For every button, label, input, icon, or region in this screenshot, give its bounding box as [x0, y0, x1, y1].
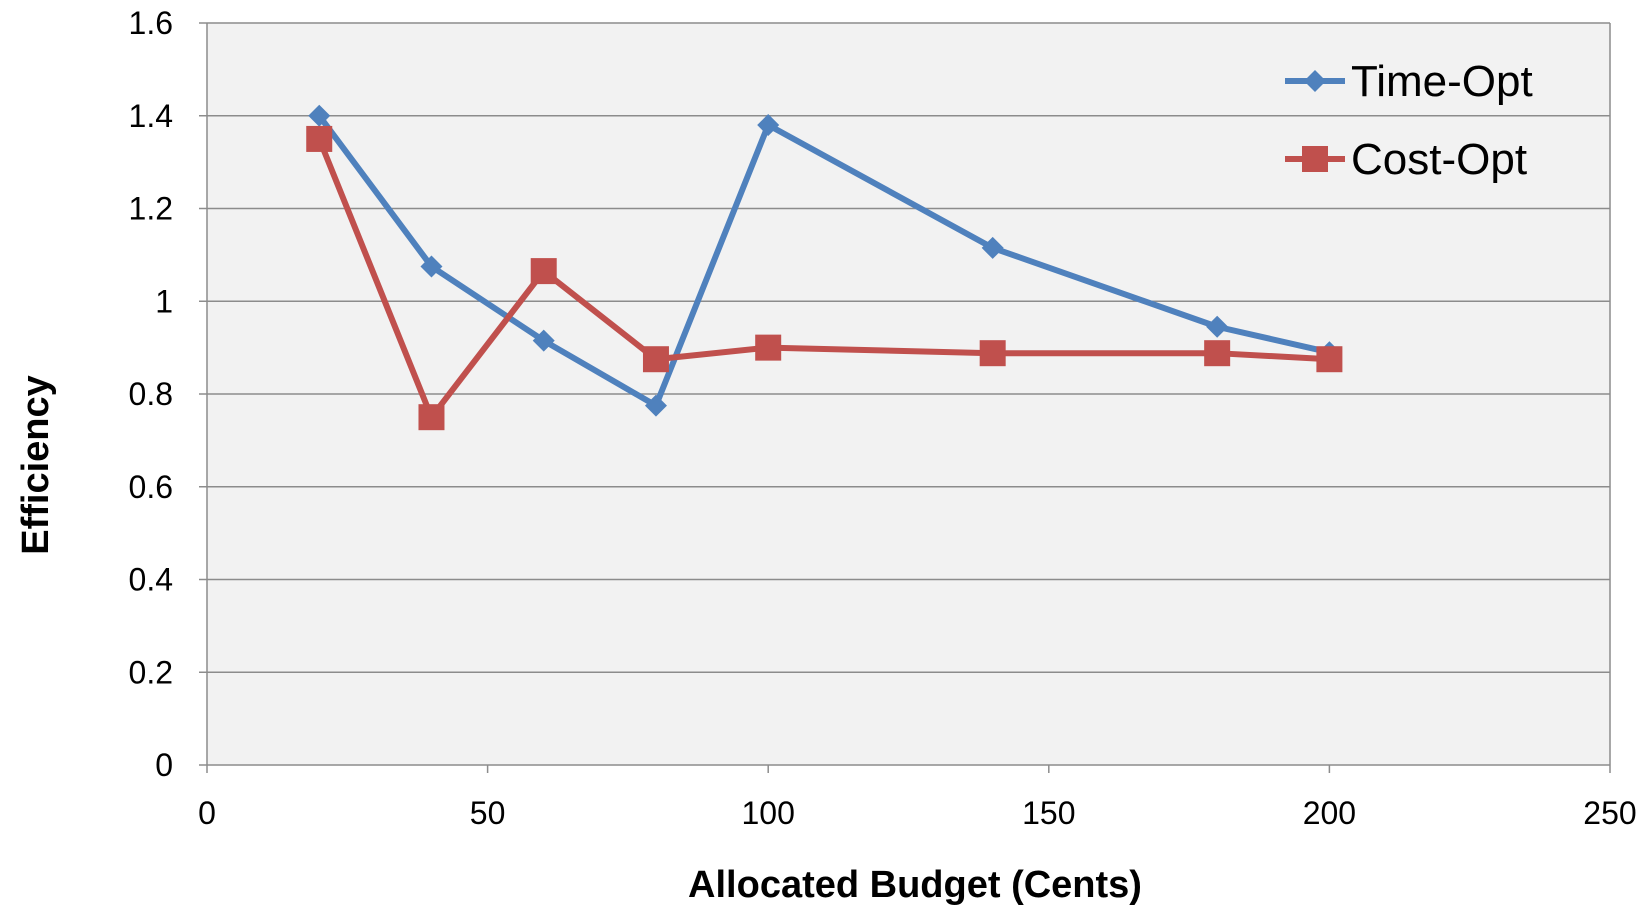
y-axis-title: Efficiency	[15, 375, 57, 555]
x-axis-title: Allocated Budget (Cents)	[688, 864, 1142, 906]
x-tick-label: 200	[1303, 795, 1356, 831]
data-point	[981, 236, 1004, 259]
data-point	[644, 394, 667, 417]
data-point	[418, 404, 445, 431]
data-point	[532, 329, 555, 352]
data-point	[755, 334, 782, 361]
x-tick-label: 100	[742, 795, 795, 831]
data-point	[642, 346, 669, 373]
data-point	[306, 125, 333, 152]
legend-swatch-marker	[1304, 70, 1326, 92]
series-line	[316, 112, 1333, 409]
legend-label: Cost-Opt	[1351, 135, 1527, 184]
y-tick-label: 0	[155, 747, 173, 783]
data-point	[1316, 346, 1343, 373]
y-tick-label: 1.6	[129, 5, 173, 41]
series-cost-opt	[306, 125, 1343, 431]
legend-label: Time-Opt	[1351, 57, 1533, 106]
x-tick-label: 250	[1583, 795, 1636, 831]
legend-item: Time-Opt	[1285, 57, 1533, 106]
legend-item: Cost-Opt	[1285, 135, 1527, 184]
data-point	[308, 104, 331, 127]
series-line	[316, 135, 1333, 421]
data-point	[530, 258, 557, 285]
x-tick-label: 0	[198, 795, 216, 831]
y-tick-label: 1	[155, 283, 173, 319]
x-tick-label: 50	[470, 795, 506, 831]
y-tick-label: 0.8	[129, 376, 173, 412]
series-time-opt	[308, 104, 1341, 417]
x-tick-label: 150	[1022, 795, 1075, 831]
y-tick-label: 1.2	[129, 191, 173, 227]
data-point	[420, 255, 443, 278]
y-tick-label: 0.4	[129, 562, 173, 598]
y-tick-label: 0.2	[129, 654, 173, 690]
data-point	[1204, 340, 1231, 367]
data-point	[979, 340, 1006, 367]
data-point	[1206, 315, 1229, 338]
data-point	[757, 114, 780, 137]
legend-swatch-marker	[1302, 146, 1328, 172]
y-tick-label: 0.6	[129, 469, 173, 505]
y-tick-label: 1.4	[129, 98, 173, 134]
